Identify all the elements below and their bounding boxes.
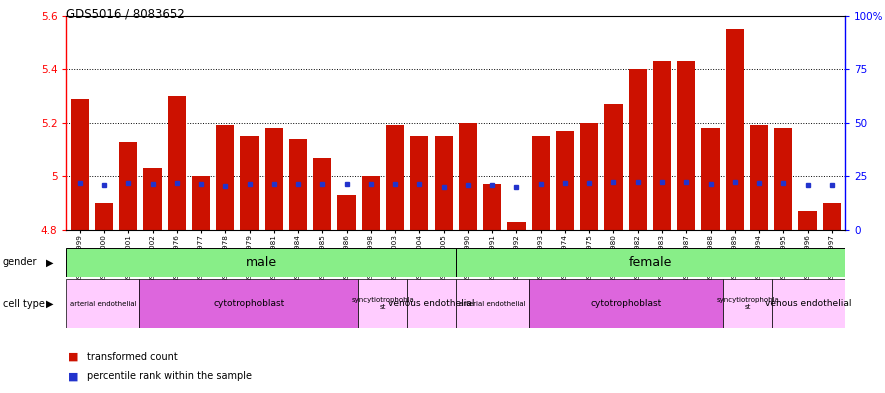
Bar bbox=[604, 104, 622, 230]
Bar bbox=[140, 279, 358, 328]
Text: syncytiotrophobla
st: syncytiotrophobla st bbox=[717, 297, 779, 310]
Bar bbox=[411, 136, 428, 230]
Text: male: male bbox=[245, 256, 277, 269]
Bar bbox=[823, 203, 841, 230]
Text: gender: gender bbox=[3, 257, 37, 267]
Bar bbox=[628, 69, 647, 230]
Text: arterial endothelial: arterial endothelial bbox=[70, 301, 136, 307]
Bar bbox=[726, 29, 744, 230]
Bar bbox=[724, 279, 772, 328]
Text: cell type: cell type bbox=[3, 299, 44, 309]
Text: cytotrophoblast: cytotrophoblast bbox=[590, 299, 662, 308]
Text: ▶: ▶ bbox=[46, 299, 53, 309]
Bar bbox=[358, 279, 407, 328]
Bar bbox=[798, 211, 817, 230]
Bar bbox=[386, 125, 404, 230]
Text: venous endothelial: venous endothelial bbox=[766, 299, 852, 308]
Bar bbox=[774, 128, 792, 230]
Bar bbox=[702, 128, 720, 230]
Bar bbox=[528, 279, 724, 328]
Text: percentile rank within the sample: percentile rank within the sample bbox=[87, 371, 251, 381]
Bar bbox=[66, 248, 456, 277]
Bar bbox=[241, 136, 258, 230]
Bar bbox=[337, 195, 356, 230]
Text: ■: ■ bbox=[68, 352, 79, 362]
Text: ■: ■ bbox=[68, 371, 79, 381]
Bar bbox=[362, 176, 380, 230]
Bar bbox=[677, 61, 696, 230]
Text: cytotrophoblast: cytotrophoblast bbox=[213, 299, 285, 308]
Bar bbox=[407, 279, 456, 328]
Bar bbox=[289, 139, 307, 230]
Text: syncytiotrophobla
st: syncytiotrophobla st bbox=[351, 297, 414, 310]
Bar bbox=[653, 61, 671, 230]
Text: GDS5016 / 8083652: GDS5016 / 8083652 bbox=[66, 8, 185, 21]
Bar bbox=[95, 203, 113, 230]
Text: ▶: ▶ bbox=[46, 257, 53, 267]
Bar bbox=[71, 99, 88, 230]
Text: transformed count: transformed count bbox=[87, 352, 178, 362]
Bar bbox=[750, 125, 768, 230]
Bar bbox=[456, 279, 528, 328]
Bar bbox=[66, 279, 140, 328]
Text: arterial endothelial: arterial endothelial bbox=[459, 301, 526, 307]
Text: venous endothelial: venous endothelial bbox=[389, 299, 474, 308]
Bar bbox=[216, 125, 235, 230]
Bar bbox=[167, 96, 186, 230]
Bar bbox=[772, 279, 845, 328]
Bar bbox=[483, 184, 501, 230]
Bar bbox=[192, 176, 210, 230]
Bar bbox=[532, 136, 550, 230]
Bar bbox=[119, 141, 137, 230]
Bar bbox=[456, 248, 845, 277]
Bar bbox=[265, 128, 283, 230]
Bar bbox=[458, 123, 477, 230]
Bar bbox=[143, 168, 162, 230]
Bar bbox=[507, 222, 526, 230]
Bar bbox=[435, 136, 453, 230]
Bar bbox=[556, 131, 574, 230]
Bar bbox=[313, 158, 332, 230]
Text: female: female bbox=[628, 256, 673, 269]
Bar bbox=[580, 123, 598, 230]
